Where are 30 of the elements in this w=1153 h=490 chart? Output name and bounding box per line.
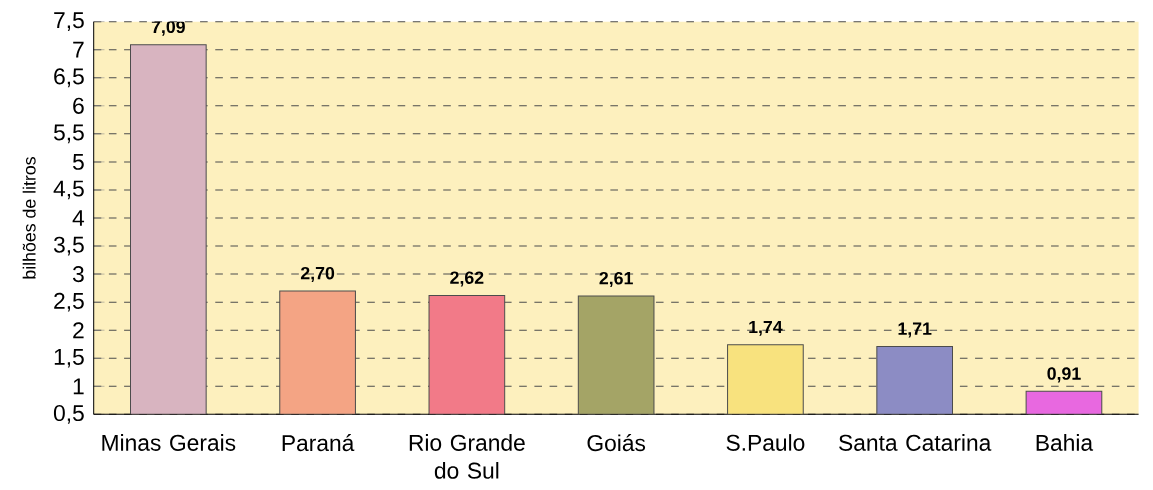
y-tick-label: 4,5 [53,180,84,200]
data-label: 1,71 [898,322,932,338]
data-label: 1,74 [749,320,783,336]
y-tick-label: 1 [73,378,84,395]
y-tick-label: 3 [72,266,84,283]
y-tick-label: 4 [72,210,85,226]
x-tick-label: Bahia [1036,434,1094,451]
y-tick-label: 2,5 [54,292,84,312]
y-tick-label: 5,5 [53,124,84,144]
data-label: 2,70 [300,266,335,282]
y-tick-label: 6,5 [54,68,84,88]
y-tick-label: 3,5 [53,236,84,256]
data-label: 7,09 [151,20,185,36]
x-tick-label: Minas Gerais [102,434,236,451]
x-tick-label: Paraná [282,434,355,452]
y-tick-label: 6 [73,97,84,114]
y-tick-label: 1,5 [54,348,84,368]
data-label: 0,91 [1047,367,1081,383]
y-tick-label: 7 [73,41,84,58]
x-tick-label: Goiás [587,434,646,452]
data-label: 2,61 [599,271,633,288]
y-tick-label: 7,5 [54,12,84,31]
x-tick-label: S.Paulo [726,434,805,451]
x-tick-label: Santa Catarina [839,434,992,451]
y-tick-label: 0,5 [53,404,84,424]
data-label: 2,62 [450,271,484,287]
y-tick-label: 2 [73,322,84,339]
y-axis-title: bilhões de litros [22,157,36,279]
y-tick-label: 5 [72,153,84,170]
x-tick-label: Rio Grande do Sul [409,434,525,479]
